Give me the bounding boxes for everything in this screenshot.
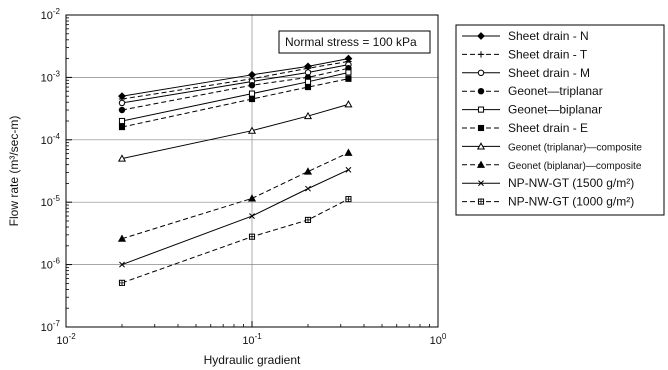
legend-label: Geonet—biplanar <box>508 103 602 117</box>
legend-label: Geonet—triplanar <box>508 84 603 98</box>
data-point <box>345 166 352 173</box>
legend-label: Sheet drain - T <box>508 47 588 61</box>
data-point <box>303 167 313 175</box>
legend-marker <box>477 87 485 95</box>
legend-label: Geonet (biplanar)—composite <box>508 161 642 172</box>
legend-item: Geonet—triplanar <box>462 84 603 98</box>
series-4 <box>118 65 352 114</box>
series-line <box>121 58 349 97</box>
series-line <box>121 103 349 160</box>
data-point <box>117 154 127 162</box>
data-point <box>304 78 312 85</box>
legend-marker <box>477 51 485 58</box>
x-tick-label: 10-1 <box>242 332 262 347</box>
series-line <box>121 198 349 284</box>
legend-marker <box>477 106 485 113</box>
legend-marker <box>476 160 486 168</box>
legend-item: Geonet—biplanar <box>462 103 602 117</box>
x-tick-label: 100 <box>430 332 447 347</box>
data-point <box>345 69 352 76</box>
data-point <box>118 279 126 286</box>
legend-item: Geonet (biplanar)—composite <box>462 160 642 172</box>
series-3 <box>118 61 352 107</box>
annotation-text: Normal stress = 100 kPa <box>285 35 417 49</box>
legend-item: Sheet drain - E <box>462 121 588 135</box>
legend-marker <box>477 124 485 132</box>
legend-marker <box>478 180 484 187</box>
legend-item: Sheet drain - M <box>462 66 590 80</box>
data-point <box>118 106 126 114</box>
y-tick-label: 10-7 <box>41 319 61 334</box>
axis-ticks: 10-2 10-1 100 10-7 10-6 10-5 10-4 10-3 10-2 <box>41 7 447 347</box>
data-point <box>247 194 257 202</box>
legend-item: NP-NW-GT (1000 g/m²) <box>462 195 634 209</box>
data-point <box>119 261 125 268</box>
y-tick-label: 10-3 <box>41 69 61 84</box>
series-7 <box>117 100 353 162</box>
series-10 <box>118 196 352 286</box>
data-point <box>345 75 352 82</box>
normal-stress-annotation: Normal stress = 100 kPa <box>278 30 431 54</box>
data-point <box>304 84 312 91</box>
series-6 <box>118 75 352 131</box>
series-line <box>121 78 349 128</box>
legend-label: NP-NW-GT (1500 g/m²) <box>508 176 634 190</box>
legend-item: Sheet drain - T <box>462 47 588 61</box>
data-point <box>117 234 127 242</box>
data-point <box>248 95 256 103</box>
data-point <box>344 148 353 156</box>
data-point <box>248 233 256 240</box>
legend-label: Geonet (triplanar)—composite <box>508 142 642 153</box>
y-tick-label: 10-2 <box>41 7 61 22</box>
series-8 <box>117 148 353 242</box>
data-point <box>247 126 257 134</box>
y-tick-label: 10-5 <box>41 194 61 209</box>
series-line <box>121 152 349 240</box>
data-point <box>305 185 311 192</box>
legend-marker <box>477 69 485 77</box>
series-line <box>121 67 349 111</box>
data-series <box>117 54 353 286</box>
x-tick-label: 10-2 <box>56 332 76 347</box>
legend-marker <box>477 32 485 40</box>
x-axis-label: Hydraulic gradient <box>204 353 301 367</box>
legend-item: NP-NW-GT (1500 g/m²) <box>462 176 634 190</box>
legend: Sheet drain - N Sheet drain - T Sheet drai… <box>455 24 665 216</box>
y-tick-label: 10-6 <box>41 257 61 272</box>
legend-marker <box>477 198 485 205</box>
legend-item: Sheet drain - N <box>462 29 589 43</box>
y-tick-label: 10-4 <box>41 132 61 147</box>
data-point <box>118 117 126 125</box>
data-point <box>345 196 352 203</box>
legend-label: NP-NW-GT (1000 g/m²) <box>508 195 634 209</box>
series-line <box>121 71 349 122</box>
data-point <box>304 216 312 223</box>
data-point <box>118 99 126 107</box>
data-point <box>248 90 256 97</box>
legend-label: Sheet drain - M <box>508 66 590 80</box>
data-point <box>303 111 313 120</box>
series-line <box>121 169 349 266</box>
series-line <box>121 64 349 104</box>
legend-item: Geonet (triplanar)—composite <box>462 142 642 153</box>
y-axis-label: Flow rate (m³/sec-m) <box>7 116 21 227</box>
data-point <box>344 100 353 108</box>
data-point <box>118 124 126 131</box>
series-5 <box>118 69 352 125</box>
series-9 <box>119 166 352 268</box>
legend-marker <box>476 142 486 150</box>
legend-label: Sheet drain - E <box>508 121 588 135</box>
data-point <box>249 213 255 219</box>
series-line <box>121 60 349 100</box>
legend-label: Sheet drain - N <box>508 29 589 43</box>
data-point <box>248 81 256 89</box>
